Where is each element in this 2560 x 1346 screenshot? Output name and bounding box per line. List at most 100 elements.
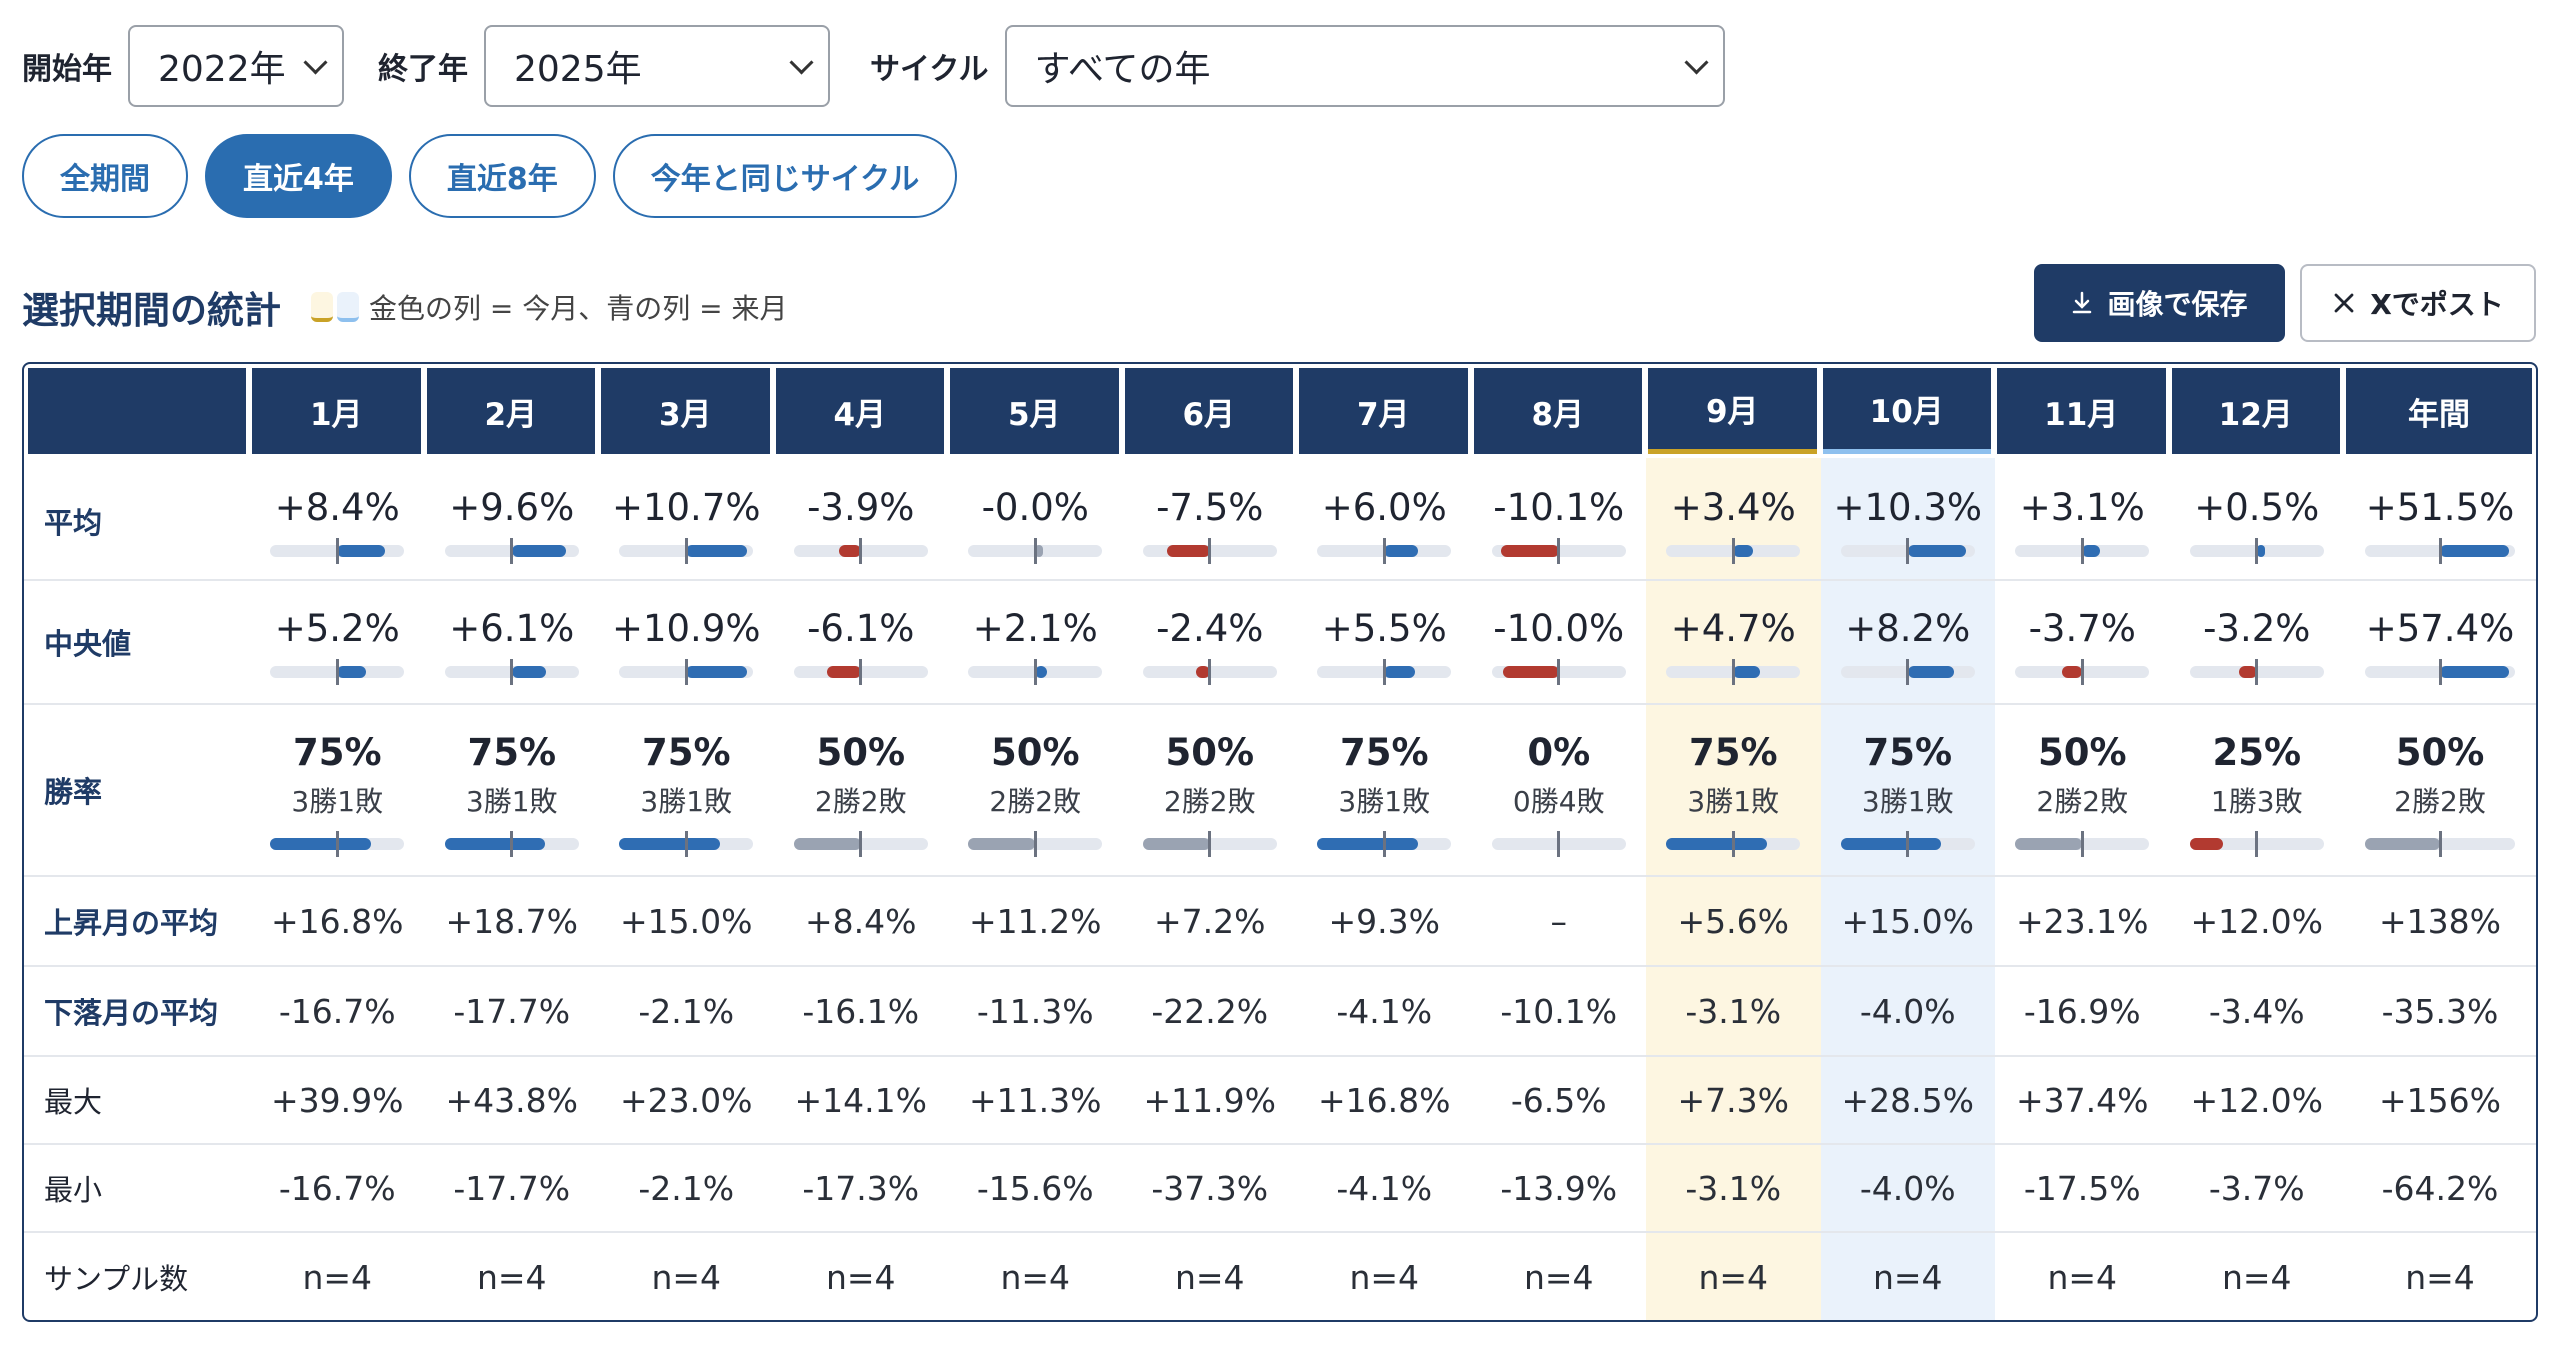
cell-value: -4.0% bbox=[1859, 1168, 1956, 1208]
cell-value: 75% bbox=[1339, 730, 1429, 774]
bar-fill bbox=[1907, 544, 1967, 557]
bar-zero-marker bbox=[1906, 830, 1910, 857]
cell-value: -16.9% bbox=[2023, 991, 2141, 1031]
table-cell: -4.1% bbox=[1297, 966, 1472, 1056]
cell-value: +8.2% bbox=[1845, 606, 1971, 650]
preset-last-4-years-button[interactable]: 直近4年 bbox=[205, 134, 392, 218]
table-cell: -3.1% bbox=[1646, 966, 1821, 1056]
win-rate-bar bbox=[1840, 830, 1975, 857]
bar-zero-marker bbox=[1033, 658, 1037, 685]
cell-value: 50% bbox=[2037, 730, 2127, 774]
table-cell: +7.3% bbox=[1646, 1056, 1821, 1144]
value-bar bbox=[2189, 537, 2324, 564]
start-year-select[interactable]: 2022年 bbox=[128, 25, 344, 107]
save-image-button[interactable]: 画像で保存 bbox=[2034, 264, 2285, 342]
cell-value: +10.3% bbox=[1833, 485, 1983, 529]
bar-fill bbox=[2440, 665, 2509, 678]
bar-fill bbox=[1733, 544, 1753, 557]
bar-fill bbox=[1733, 665, 1760, 678]
preset-last-8-years-button[interactable]: 直近8年 bbox=[408, 134, 596, 218]
table-cell: -4.0% bbox=[1821, 1144, 1996, 1232]
cell-value: -6.5% bbox=[1510, 1080, 1607, 1120]
bar-zero-marker bbox=[335, 658, 339, 685]
table-cell: -10.1% bbox=[1472, 462, 1647, 580]
bar-fill bbox=[511, 665, 546, 678]
cell-value: +11.3% bbox=[969, 1080, 1102, 1120]
bar-fill bbox=[1035, 665, 1047, 678]
bar-fill bbox=[793, 837, 861, 850]
table-cell: +37.4% bbox=[1995, 1056, 2170, 1144]
bar-fill bbox=[2015, 837, 2083, 850]
cell-value: -11.3% bbox=[976, 991, 1094, 1031]
table-cell: +14.1% bbox=[774, 1056, 949, 1144]
row-divider bbox=[24, 1055, 2536, 1057]
row-divider bbox=[24, 1231, 2536, 1233]
bar-zero-marker bbox=[510, 537, 514, 564]
cell-value: +4.7% bbox=[1670, 606, 1796, 650]
cell-value: 50% bbox=[1165, 730, 1255, 774]
column-header: 3月 bbox=[601, 368, 770, 454]
table-cell: +12.0% bbox=[2170, 876, 2345, 966]
cell-value: -13.9% bbox=[1500, 1168, 1618, 1208]
table-cell: n=4 bbox=[1646, 1232, 1821, 1320]
win-rate-bar bbox=[2365, 830, 2515, 857]
bar-zero-marker bbox=[859, 830, 863, 857]
cell-value: +12.0% bbox=[2190, 901, 2323, 941]
table-cell: -6.1% bbox=[774, 580, 949, 704]
table-cell: +12.0% bbox=[2170, 1056, 2345, 1144]
stats-heading: 選択期間の統計 金色の列 = 今月、青の列 = 来月 bbox=[22, 280, 788, 334]
cell-value: n=4 bbox=[825, 1257, 896, 1297]
bar-fill bbox=[444, 837, 546, 850]
table-cell: 75% 3勝1敗 bbox=[599, 704, 774, 876]
preset-same-cycle-button[interactable]: 今年と同じサイクル bbox=[612, 134, 958, 218]
table-cell: +7.2% bbox=[1123, 876, 1298, 966]
cell-value: 75% bbox=[641, 730, 731, 774]
row-divider bbox=[24, 579, 2536, 581]
bar-zero-marker bbox=[1557, 658, 1561, 685]
cell-value: +23.1% bbox=[2016, 901, 2149, 941]
gold-column-swatch bbox=[311, 292, 333, 322]
table-cell: +43.8% bbox=[425, 1056, 600, 1144]
value-bar bbox=[968, 537, 1103, 564]
row-divider bbox=[24, 875, 2536, 877]
table-cell: -2.1% bbox=[599, 1144, 774, 1232]
table-cell: -16.9% bbox=[1995, 966, 2170, 1056]
table-cell: -3.1% bbox=[1646, 1144, 1821, 1232]
post-to-x-button[interactable]: Xでポスト bbox=[2300, 264, 2536, 342]
table-cell: -3.7% bbox=[1995, 580, 2170, 704]
cell-value: -3.1% bbox=[1685, 1168, 1782, 1208]
table-cell: -2.1% bbox=[599, 966, 774, 1056]
cell-value: +14.1% bbox=[794, 1080, 927, 1120]
cell-value: 75% bbox=[467, 730, 557, 774]
row-label-up-avg: 上昇月の平均 bbox=[44, 906, 219, 940]
column-header: 6月 bbox=[1124, 368, 1293, 454]
cell-value: – bbox=[1550, 901, 1568, 941]
win-rate-bar bbox=[1491, 830, 1626, 857]
value-bar bbox=[270, 537, 405, 564]
win-loss-record: 3勝1敗 bbox=[1687, 784, 1780, 818]
value-bar bbox=[1317, 537, 1452, 564]
bar-fill bbox=[1317, 837, 1418, 850]
bar-fill bbox=[838, 544, 861, 557]
table-cell: -11.3% bbox=[948, 966, 1123, 1056]
win-loss-record: 2勝2敗 bbox=[2036, 784, 2129, 818]
cell-value: -16.7% bbox=[278, 1168, 396, 1208]
cell-value: +23.0% bbox=[620, 1080, 753, 1120]
preset-all-period-button[interactable]: 全期間 bbox=[22, 134, 188, 218]
win-rate-bar bbox=[2015, 830, 2150, 857]
end-year-select[interactable]: 2025年 bbox=[484, 25, 830, 107]
cell-value: 75% bbox=[1863, 730, 1953, 774]
bar-fill bbox=[1384, 665, 1416, 678]
cell-value: +39.9% bbox=[271, 1080, 404, 1120]
value-bar bbox=[1142, 658, 1277, 685]
table-cell: -15.6% bbox=[948, 1144, 1123, 1232]
win-loss-record: 3勝1敗 bbox=[640, 784, 733, 818]
legend-text: 金色の列 = 今月、青の列 = 来月 bbox=[369, 292, 788, 325]
bar-fill bbox=[968, 837, 1036, 850]
cycle-select[interactable]: すべての年 bbox=[1004, 25, 1725, 107]
row-divider bbox=[24, 965, 2536, 967]
row-label-down-avg: 下落月の平均 bbox=[44, 996, 219, 1030]
win-rate-bar bbox=[444, 830, 579, 857]
cell-value: n=4 bbox=[1872, 1257, 1943, 1297]
column-header: 1月 bbox=[252, 368, 421, 454]
